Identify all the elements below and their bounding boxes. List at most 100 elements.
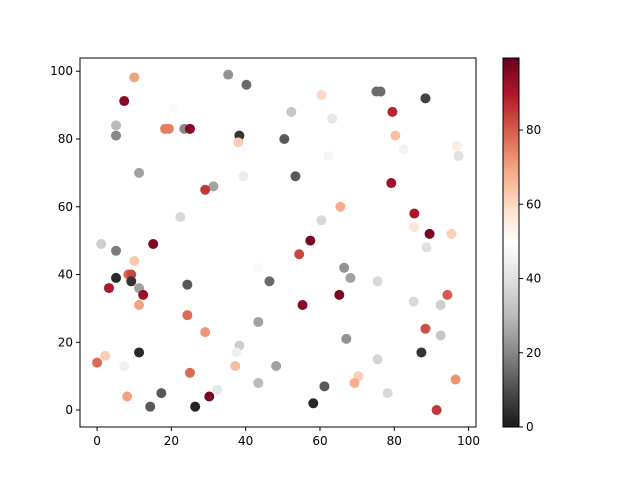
y-tick-label: 0 bbox=[65, 403, 73, 417]
point bbox=[204, 391, 215, 402]
colorbar-tick-label: 80 bbox=[526, 123, 541, 137]
colorbar-tick-label: 0 bbox=[526, 420, 534, 434]
point bbox=[408, 296, 419, 307]
point bbox=[387, 106, 398, 117]
point bbox=[168, 103, 179, 114]
point bbox=[119, 361, 130, 372]
point bbox=[424, 228, 435, 239]
point bbox=[431, 405, 442, 416]
point bbox=[335, 201, 346, 212]
point bbox=[148, 239, 159, 250]
point bbox=[442, 289, 453, 300]
point bbox=[286, 106, 297, 117]
point bbox=[420, 323, 431, 334]
point bbox=[308, 398, 319, 409]
point bbox=[233, 137, 244, 148]
point bbox=[372, 354, 383, 365]
point bbox=[156, 388, 167, 399]
y-tick-label: 100 bbox=[50, 64, 73, 78]
point bbox=[316, 215, 327, 226]
point bbox=[223, 69, 234, 80]
point bbox=[184, 123, 195, 134]
point bbox=[111, 272, 122, 283]
colorbar-tick-label: 60 bbox=[526, 197, 541, 211]
point bbox=[208, 181, 219, 192]
point bbox=[175, 211, 186, 222]
point bbox=[451, 140, 462, 151]
point bbox=[339, 262, 350, 273]
point bbox=[96, 239, 107, 250]
x-tick-label: 100 bbox=[457, 434, 480, 448]
point bbox=[212, 384, 223, 395]
point bbox=[264, 276, 275, 287]
point bbox=[111, 120, 122, 131]
point bbox=[182, 310, 193, 321]
point bbox=[327, 113, 338, 124]
point bbox=[190, 401, 201, 412]
colorbar-tick-label: 40 bbox=[526, 272, 541, 286]
point bbox=[111, 245, 122, 256]
point bbox=[416, 347, 427, 358]
point bbox=[100, 350, 111, 361]
point bbox=[163, 123, 174, 134]
point bbox=[184, 367, 195, 378]
point bbox=[435, 330, 446, 341]
point bbox=[253, 262, 264, 273]
point bbox=[341, 333, 352, 344]
point bbox=[305, 235, 316, 246]
point bbox=[230, 361, 241, 372]
point bbox=[294, 249, 305, 260]
point bbox=[138, 289, 149, 300]
point bbox=[238, 171, 249, 182]
y-tick-label: 40 bbox=[58, 268, 73, 282]
point bbox=[398, 144, 409, 155]
y-tick-label: 20 bbox=[58, 335, 73, 349]
point bbox=[421, 242, 432, 253]
point bbox=[129, 72, 140, 83]
x-tick-label: 40 bbox=[238, 434, 253, 448]
x-tick-label: 60 bbox=[312, 434, 327, 448]
point bbox=[182, 279, 193, 290]
point bbox=[420, 93, 431, 104]
point bbox=[119, 96, 130, 107]
point bbox=[126, 276, 137, 287]
point bbox=[103, 283, 114, 294]
point bbox=[134, 167, 145, 178]
point bbox=[375, 86, 386, 97]
point bbox=[122, 391, 133, 402]
point bbox=[241, 79, 252, 90]
point bbox=[134, 300, 145, 311]
point bbox=[453, 150, 464, 161]
colorbar bbox=[503, 58, 519, 427]
point bbox=[200, 184, 211, 195]
point bbox=[271, 361, 282, 372]
point bbox=[409, 222, 420, 233]
point bbox=[297, 300, 308, 311]
x-tick-label: 80 bbox=[387, 434, 402, 448]
x-tick-label: 0 bbox=[93, 434, 101, 448]
point bbox=[390, 130, 401, 141]
point bbox=[129, 255, 140, 266]
point bbox=[334, 289, 345, 300]
point bbox=[200, 327, 211, 338]
point bbox=[319, 381, 330, 392]
point bbox=[253, 377, 264, 388]
plot-frame bbox=[79, 57, 477, 428]
point bbox=[446, 228, 457, 239]
point bbox=[349, 377, 360, 388]
y-tick-label: 80 bbox=[58, 132, 73, 146]
point bbox=[92, 357, 103, 368]
point bbox=[279, 133, 290, 144]
point bbox=[290, 171, 301, 182]
point bbox=[435, 300, 446, 311]
point bbox=[134, 347, 145, 358]
point bbox=[231, 347, 242, 358]
point bbox=[253, 316, 264, 327]
point bbox=[111, 130, 122, 141]
point bbox=[345, 272, 356, 283]
colorbar-frame bbox=[502, 57, 520, 428]
point bbox=[386, 178, 397, 189]
x-tick-label: 20 bbox=[164, 434, 179, 448]
point bbox=[382, 388, 393, 399]
